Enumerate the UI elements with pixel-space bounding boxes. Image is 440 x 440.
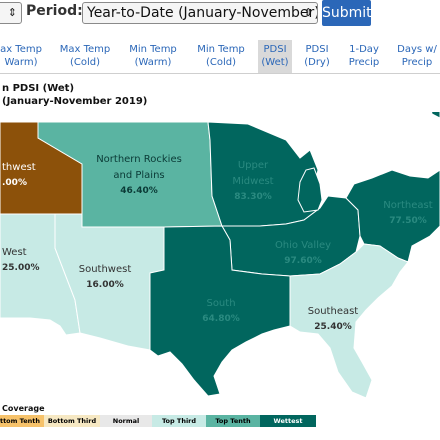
- pct-south: 64.80%: [202, 314, 240, 324]
- label-ohio-valley: Ohio Valley: [275, 240, 331, 251]
- tab-line1: Days w/: [397, 44, 437, 55]
- tab-line2: (Cold): [69, 57, 101, 68]
- tab-line1: 1-Day: [349, 44, 379, 55]
- region-south[interactable]: [149, 225, 291, 397]
- legend-item-normal: Normal: [100, 415, 152, 427]
- legend-title: Coverage: [2, 404, 45, 413]
- tab-pdsi-wet[interactable]: PDSI (Wet): [258, 40, 292, 73]
- map-title-line1: n PDSI (Wet): [2, 83, 75, 94]
- pct-upper-midwest: 83.30%: [234, 192, 272, 202]
- tab-line1: ax Temp: [0, 44, 42, 55]
- maine-edge: [431, 112, 440, 119]
- label-northeast: Northeast: [383, 200, 432, 211]
- pct-northwest: .00%: [2, 178, 27, 188]
- tab-line2: Precip: [401, 57, 433, 68]
- tab-line2: (Wet): [261, 57, 289, 68]
- label-northern-rockies-2: and Plains: [113, 170, 164, 181]
- tab-line1: Min Temp: [197, 44, 245, 55]
- tab-line1: Max Temp: [59, 44, 111, 55]
- legend-item-top-third: Top Third: [152, 415, 206, 427]
- pct-northeast: 77.50%: [389, 216, 427, 226]
- tab-line1: Min Temp: [129, 44, 177, 55]
- tab-min-temp-warm[interactable]: Min Temp (Warm): [122, 40, 184, 73]
- tab-line2: (Cold): [205, 57, 237, 68]
- pct-southwest: 16.00%: [86, 280, 124, 290]
- tab-line2: Precip: [348, 57, 380, 68]
- pct-ohio-valley: 97.60%: [284, 256, 322, 266]
- tab-min-temp-cold[interactable]: Min Temp (Cold): [190, 40, 252, 73]
- region-northeast[interactable]: [345, 169, 440, 263]
- map-title-line2: (January-November 2019): [2, 96, 148, 107]
- legend-label: Wettest: [273, 417, 303, 425]
- submit-button[interactable]: Submit: [322, 0, 372, 26]
- tab-pdsi-dry[interactable]: PDSI (Dry): [298, 40, 336, 73]
- label-northwest: thwest: [2, 162, 36, 173]
- label-northern-rockies-1: Northern Rockies: [96, 154, 182, 165]
- legend-label: Top Third: [161, 417, 197, 425]
- label-southeast: Southeast: [308, 306, 359, 317]
- legend-item-bottom-third: Bottom Third: [44, 415, 100, 427]
- label-southwest: Southwest: [79, 264, 132, 275]
- period-label: Period:: [26, 3, 83, 19]
- tab-days-with-precip[interactable]: Days w/ Precip: [394, 40, 440, 73]
- tab-line1: PDSI: [263, 44, 287, 55]
- legend-label: Bottom Third: [47, 417, 97, 425]
- legend-item-bottom-tenth: ttom Tenth: [0, 415, 44, 427]
- tab-line2: Warm): [4, 57, 38, 68]
- region-southeast[interactable]: [289, 243, 409, 399]
- label-upper-midwest-1: Upper: [238, 160, 269, 171]
- tab-line2: (Dry): [304, 57, 330, 68]
- period-form: ⇕ Period: Year-to-Date (January-November…: [0, 0, 440, 34]
- tab-max-temp-cold[interactable]: Max Temp (Cold): [54, 40, 116, 73]
- select-arrow-icon: ⇕: [7, 6, 17, 19]
- legend-label: Normal: [112, 417, 140, 425]
- pct-west: 25.00%: [2, 263, 40, 273]
- tab-line2: (Warm): [134, 57, 172, 68]
- label-south: South: [206, 298, 235, 309]
- select-arrow-icon: ⇕: [303, 6, 313, 19]
- label-west: West: [2, 247, 27, 258]
- period-select-value: Year-to-Date (January-November): [87, 5, 318, 21]
- pct-northern-rockies: 46.40%: [120, 186, 158, 196]
- tab-max-temp-warm[interactable]: ax Temp Warm): [0, 40, 48, 73]
- label-upper-midwest-2: Midwest: [232, 176, 273, 187]
- period-select[interactable]: Year-to-Date (January-November) ⇕: [82, 2, 318, 24]
- variable-tabs: ax Temp Warm) Max Temp (Cold) Min Temp (…: [0, 40, 440, 74]
- legend-item-top-tenth: Top Tenth: [206, 415, 260, 427]
- legend-label: Top Tenth: [215, 417, 251, 425]
- tab-1-day-precip[interactable]: 1-Day Precip: [342, 40, 386, 73]
- map-title: n PDSI (Wet) (January-November 2019): [2, 82, 147, 108]
- previous-select[interactable]: ⇕: [0, 2, 22, 24]
- tab-line1: PDSI: [305, 44, 329, 55]
- pct-southeast: 25.40%: [314, 322, 352, 332]
- regional-map: thwest .00% Northern Rockies and Plains …: [0, 112, 440, 399]
- legend-label: ttom Tenth: [0, 417, 41, 425]
- legend-item-wettest: Wettest: [260, 415, 316, 427]
- michigan-peninsula: [297, 167, 323, 213]
